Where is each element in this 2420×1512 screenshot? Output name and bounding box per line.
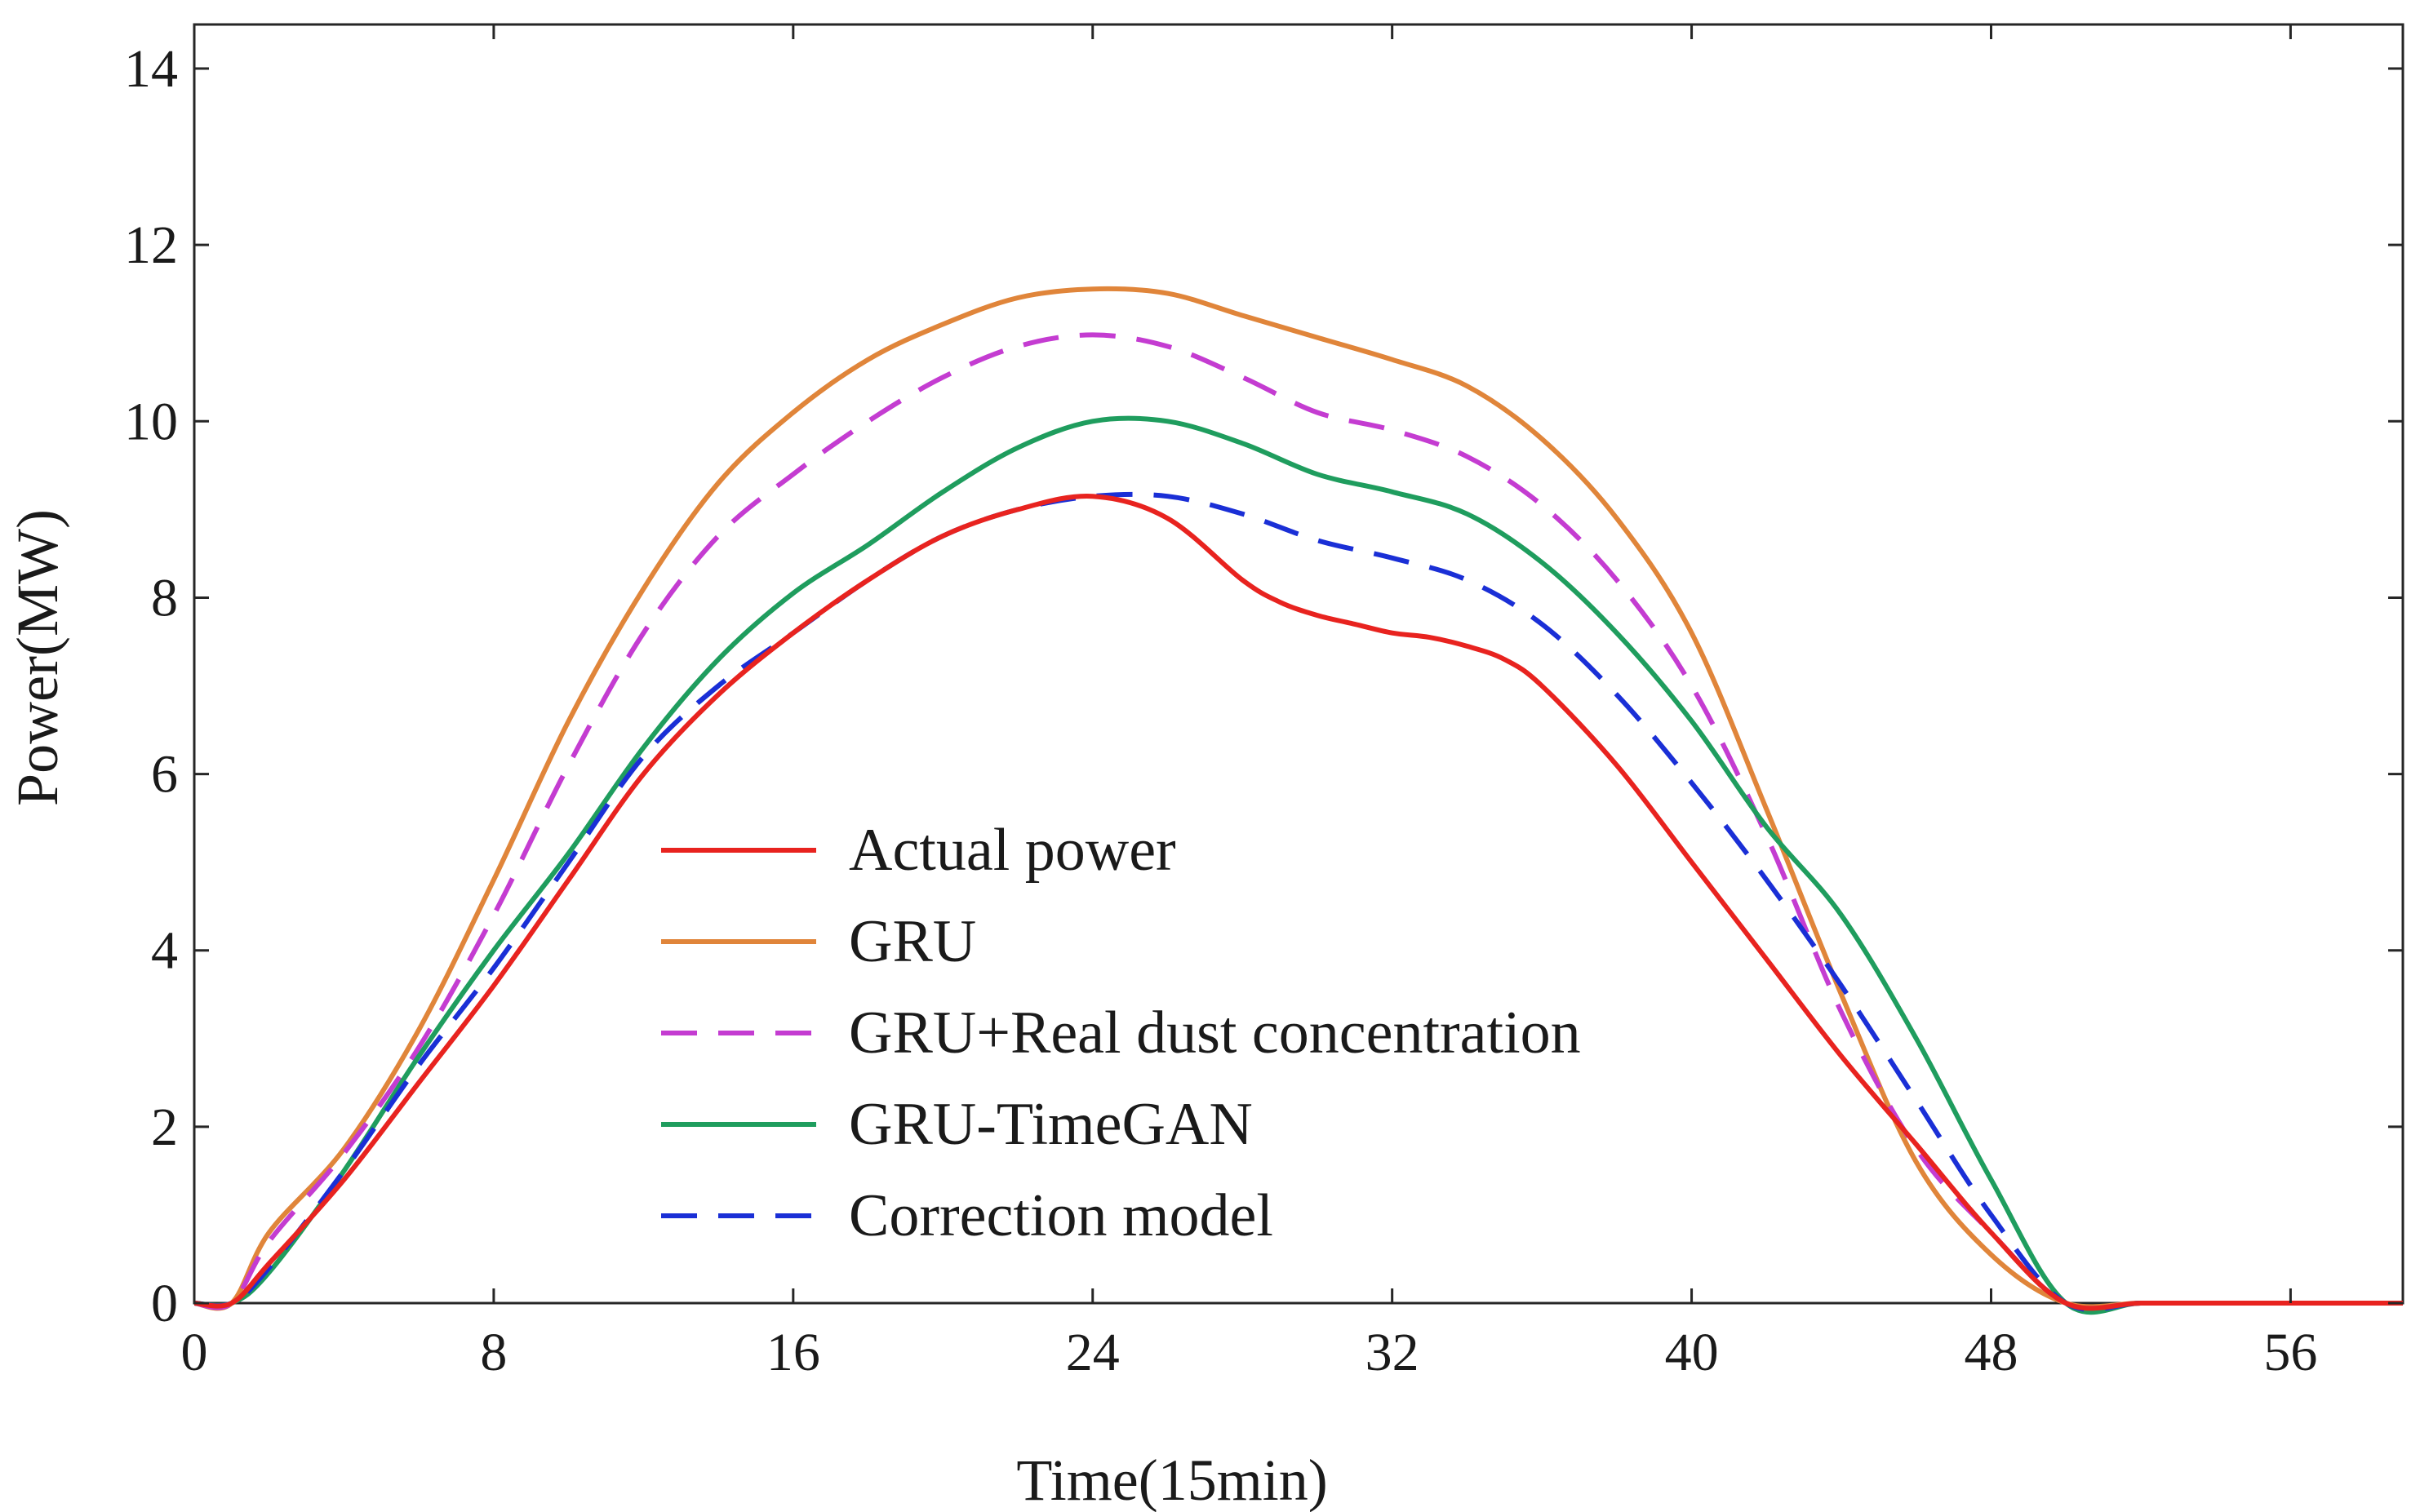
x-tick-label: 40	[1665, 1323, 1719, 1382]
y-axis-title: Power(MW)	[5, 509, 70, 806]
plot-border	[193, 23, 2404, 1305]
x-tick-label: 0	[181, 1323, 208, 1382]
y-tick-label: 6	[151, 745, 178, 805]
series-layer	[193, 286, 2403, 1315]
y-tick-label: 0	[151, 1274, 178, 1333]
x-tick-label: 8	[480, 1323, 507, 1382]
y-tick-label: 8	[151, 568, 178, 627]
y-tick-label: 14	[124, 39, 178, 99]
x-axis-title: Time(15min)	[1016, 1448, 1327, 1512]
legend-label: GRU-TimeGAN	[849, 1091, 1253, 1158]
legend-label: GRU+Real dust concentration	[849, 1000, 1581, 1066]
plot-frame	[193, 23, 2404, 1305]
x-tick-label: 16	[766, 1323, 820, 1382]
legend: Actual power GRU GRU+Real dust concentrati…	[661, 817, 1581, 1249]
y-tick-label: 4	[151, 921, 178, 981]
series-line-actual-power	[193, 493, 2403, 1311]
series-line-gru-timegan	[193, 415, 2403, 1315]
x-tick-label: 48	[1964, 1323, 2018, 1382]
x-tick-label: 56	[2263, 1323, 2317, 1382]
y-tick-label: 10	[124, 392, 178, 451]
series-line-correction-model	[193, 491, 2403, 1312]
legend-label: Actual power	[849, 817, 1176, 884]
legend-label: GRU	[849, 908, 976, 975]
x-tick-label: 32	[1365, 1323, 1419, 1382]
y-tick-label: 2	[151, 1097, 178, 1157]
series-line-gru	[193, 286, 2403, 1311]
series-line-gru-real-dust-concentration	[193, 332, 2403, 1311]
legend-label: Correction model	[849, 1182, 1273, 1249]
x-tick-label: 24	[1066, 1323, 1120, 1382]
y-tick-label: 12	[124, 215, 178, 275]
